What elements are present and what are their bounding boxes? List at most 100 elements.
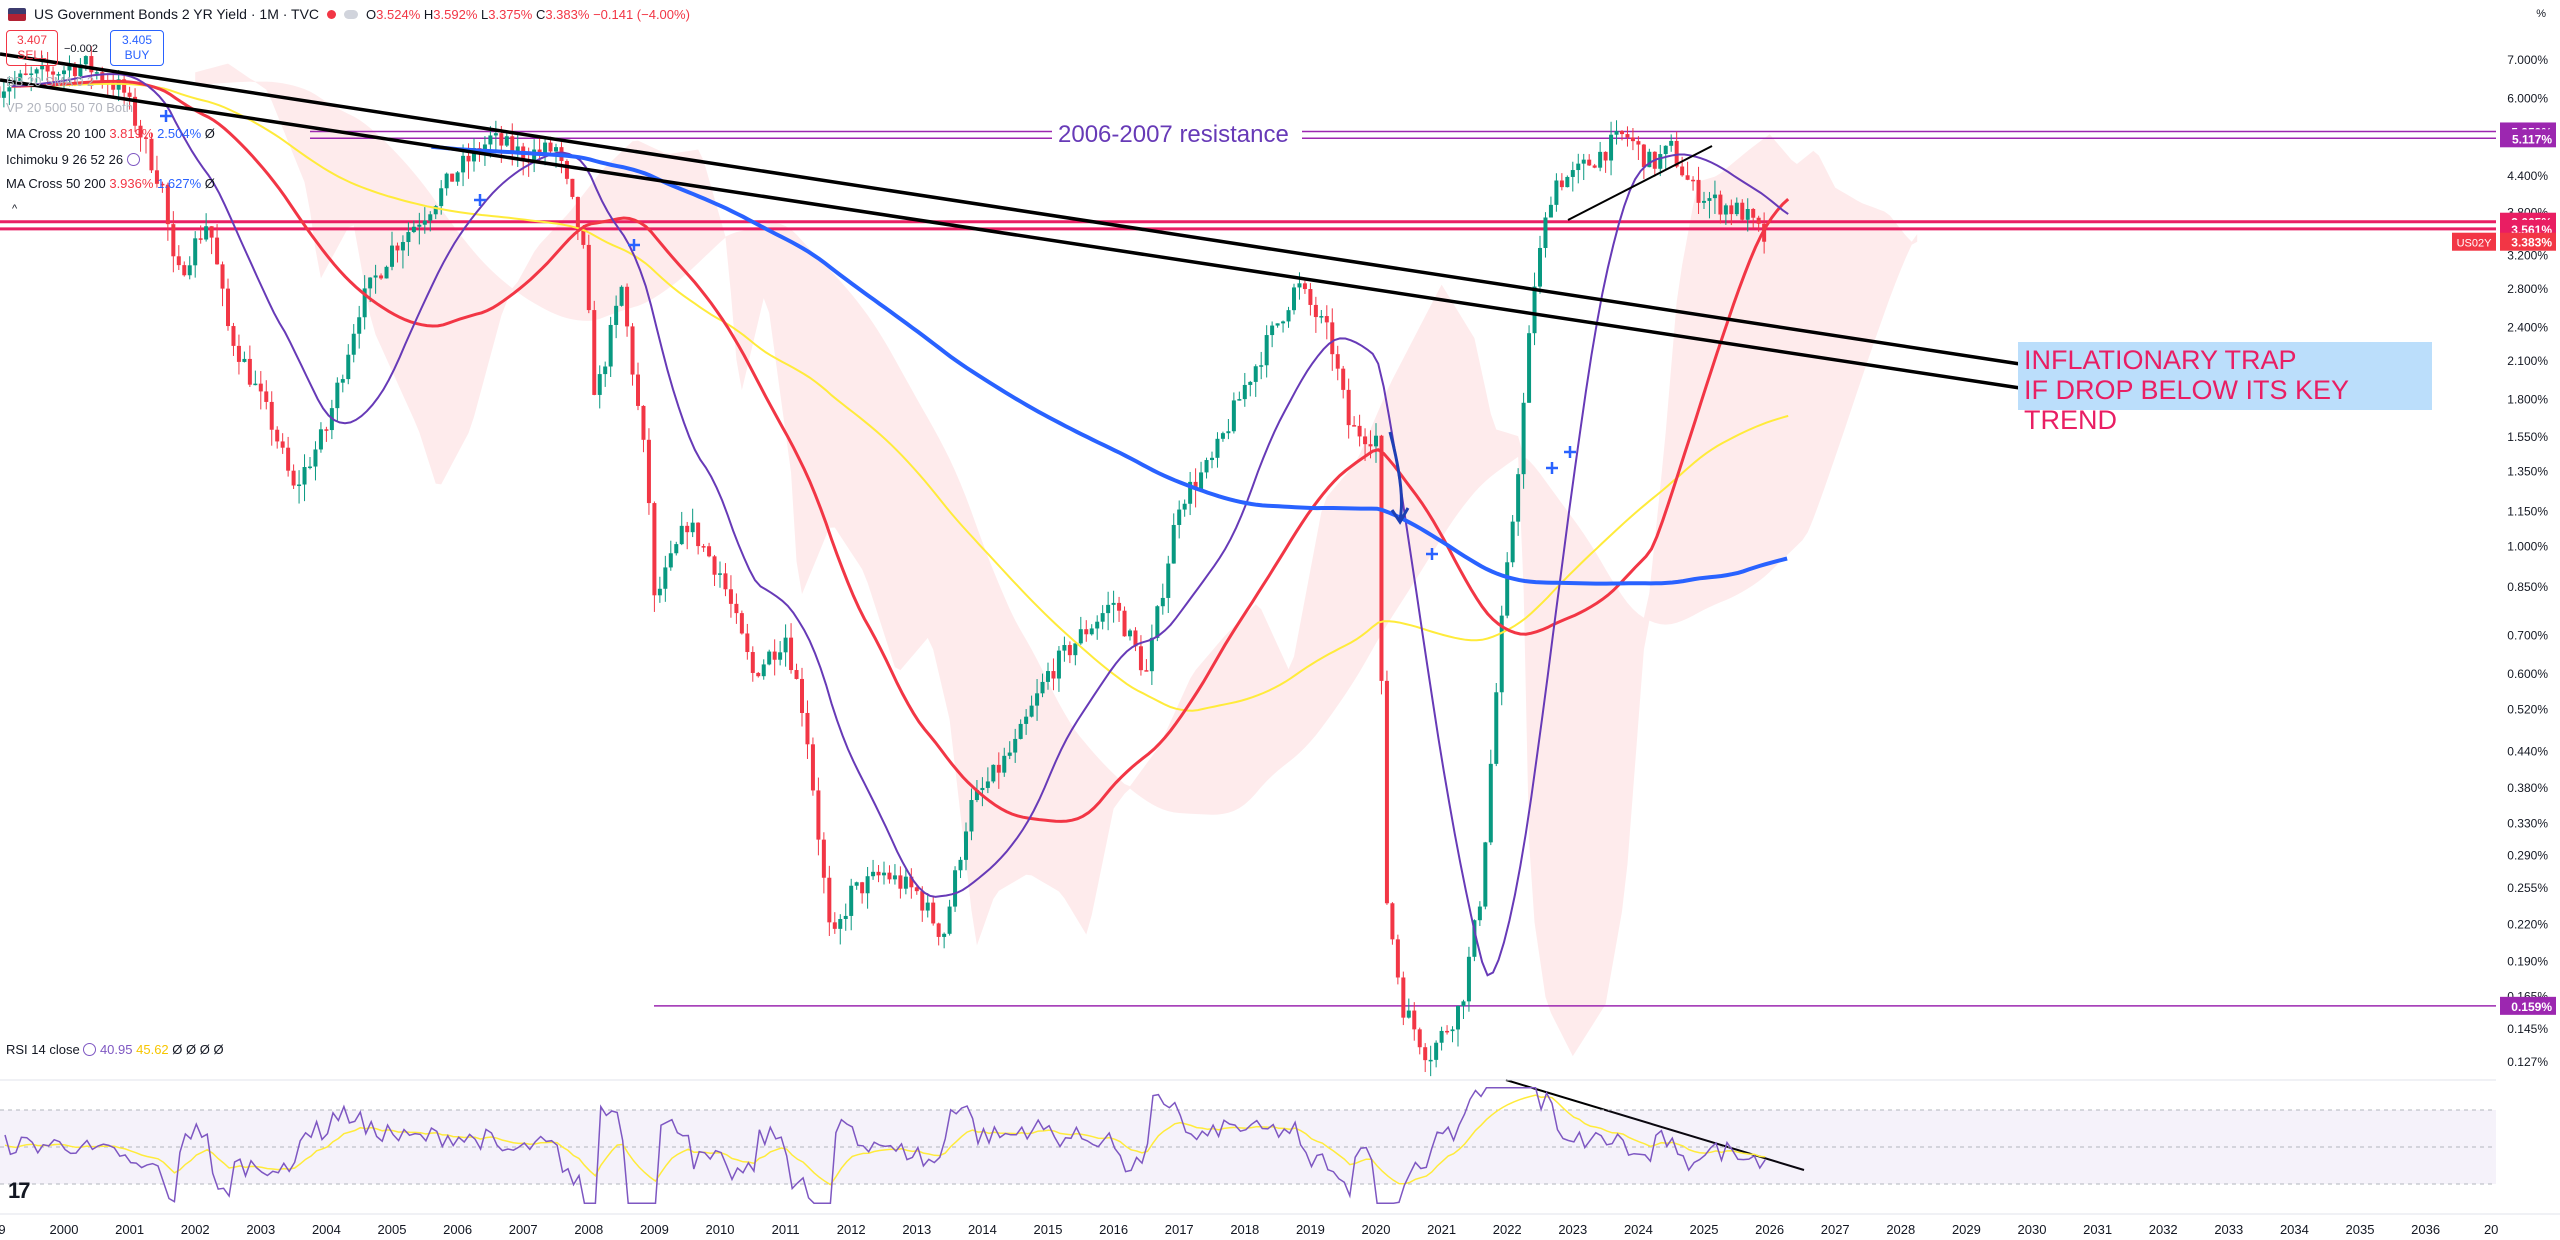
indicator-ichimoku[interactable]: Ichimoku 9 26 52 26 [6,152,140,167]
price-tick-label: 1.800% [2507,392,2548,406]
horizontal-levels[interactable]: 2006-2007 resistance [0,120,2496,1007]
price-tick-label: 0.380% [2507,781,2548,795]
candle-body [138,125,143,138]
candle-body [909,876,914,888]
price-tick-label: 6.000% [2507,92,2548,106]
time-tick-label: 2028 [1886,1222,1915,1237]
candle-body [1548,204,1553,218]
percent-scale-label[interactable]: % [2536,8,2546,20]
candle-body [1592,165,1597,168]
candle-body [236,345,241,362]
candle-body [1281,321,1286,324]
candle-body [12,80,17,88]
candle-body [1379,435,1384,681]
time-axis[interactable]: 99 2000 2001 2002 2003 2004 2005 2006 2007 2008 20… [0,1213,2560,1237]
candle-body [969,800,974,832]
ichimoku-cloud-band [195,63,1918,1057]
candle-body [428,214,433,221]
price-tick-label: 1.350% [2507,464,2548,478]
time-tick-label: 2000 [50,1222,79,1237]
candle-body [1669,140,1674,146]
buy-button[interactable]: 3.405 BUY [110,30,164,66]
candle-body [482,144,487,154]
inflationary-trap-note[interactable]: INFLATIONARY TRAP IF DROP BELOW ITS KEY … [2018,342,2432,435]
candle-body [1384,680,1389,904]
price-tick-label: 0.145% [2507,1022,2548,1036]
candle-body [739,613,744,634]
candle-body [1461,1001,1466,1006]
candle-body [636,374,640,406]
candle-body [335,382,340,409]
candle-body [1374,435,1378,447]
price-tick-label: 0.290% [2507,849,2548,863]
candle-body [1494,692,1499,764]
time-tick-label: 2029 [1952,1222,1981,1237]
price-axis[interactable]: 7.000%6.000%5.200%4.400%3.800%3.200%2.80… [2496,0,2560,1240]
indicator-vp[interactable]: VP 20 500 50 70 Both [6,100,133,115]
candle-body [1740,202,1745,220]
candle-body [193,238,198,266]
candle-body [696,522,701,547]
symbol-title[interactable]: US Government Bonds 2 YR Yield · 1M · TV… [34,6,320,22]
candle-body [1210,457,1214,461]
price-tick-label: 0.600% [2507,667,2548,681]
price-tag [2500,232,2556,251]
candle-body [1095,621,1100,629]
candle-body [1412,1010,1417,1030]
price-tag-label: 3.383% [2511,236,2552,250]
candle-body [603,366,608,375]
visibility-icon[interactable] [344,9,359,19]
candle-body [543,142,548,153]
candle-body [1707,198,1712,201]
time-tick-label: 2013 [902,1222,931,1237]
candle-body [318,429,323,450]
candle-body [914,887,919,892]
cross-marker [1426,548,1438,560]
candle-body [1166,563,1171,598]
tradingview-logo[interactable]: 17 [8,1178,31,1203]
price-tag-label: 5.117% [2512,132,2552,146]
rsi-legend[interactable]: RSI 14 close 40.95 45.62 Ø Ø Ø Ø [6,1042,224,1057]
indicator-ma-cross-20-100[interactable]: MA Cross 20 100 3.819% 2.504% Ø [6,126,215,141]
time-tick-label: 2034 [2280,1222,2309,1237]
time-tick-label: 2010 [706,1222,735,1237]
candle-body [1417,1029,1422,1048]
candle-body [83,56,88,65]
candle-body [1625,134,1630,138]
candle-body [1718,194,1723,215]
candle-body [1188,481,1193,504]
candle-body [931,902,936,924]
ichimoku-cloud [195,63,1918,1057]
indicator-ma-cross-50-200[interactable]: MA Cross 50 200 3.936% 1.627% Ø [6,176,215,191]
candle-body [1406,1010,1411,1018]
candle-body [373,275,378,278]
candle-body [1056,650,1061,679]
candle-body [324,429,329,431]
ichimoku-settings-icon[interactable] [126,153,140,166]
candle-body [641,405,646,440]
candle-body [439,188,444,207]
time-tick-label: 2022 [1493,1222,1522,1237]
candle-body [45,65,50,72]
time-tick-label: 2005 [378,1222,407,1237]
candle-body [953,870,958,907]
candle-body [231,326,236,346]
candle-body [422,220,427,225]
candle-body [619,286,624,306]
indicator-bb[interactable]: BB 20 SMA 0 2 [6,74,95,89]
time-tick-label: 2017 [1165,1222,1194,1237]
collapse-legend-icon[interactable]: ^ [12,203,18,215]
ma-50-line [11,79,1790,823]
candle-body [1128,630,1132,637]
candle-body [1532,286,1537,334]
sell-button[interactable]: 3.407 SELL [6,30,58,66]
candle-body [1570,170,1575,177]
price-tag-label: 0.159% [2511,1000,2552,1014]
candle-body [1658,154,1663,169]
candle-body [756,672,761,677]
candle-body [1171,524,1176,564]
rsi-settings-icon[interactable] [83,1043,97,1056]
time-tick-label: 2011 [772,1222,800,1237]
candle-body [1559,180,1564,188]
